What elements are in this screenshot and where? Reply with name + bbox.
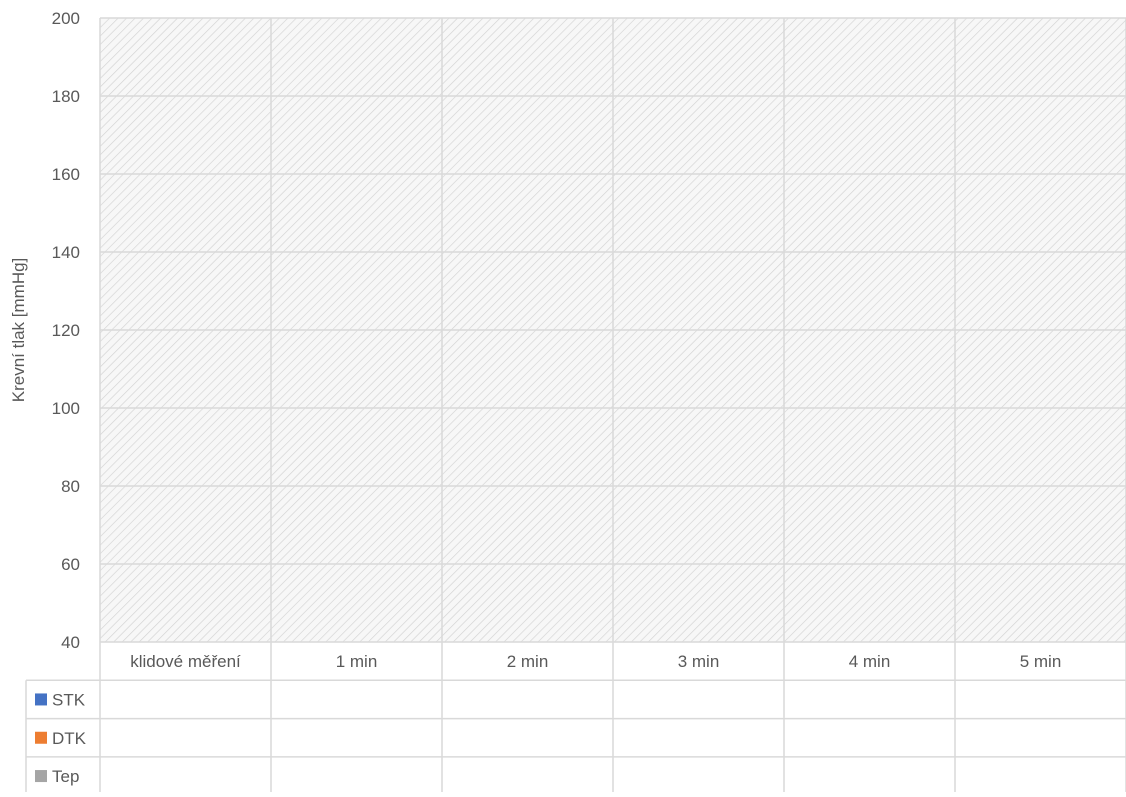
y-tick-label: 100 [52, 399, 80, 418]
y-tick-label: 40 [61, 633, 80, 652]
legend-key [35, 731, 47, 744]
legend-key [35, 693, 47, 706]
y-tick-label: 200 [52, 9, 80, 28]
y-tick-label: 140 [52, 243, 80, 262]
y-axis-ticks: 40 60 80 100 120 140 160 180 200 [52, 9, 80, 652]
y-axis-title: Krevní tlak [mmHg] [9, 258, 28, 403]
series-label: Tep [52, 767, 79, 786]
y-tick-label: 160 [52, 165, 80, 184]
series-label: STK [52, 690, 86, 709]
y-tick-label: 120 [52, 321, 80, 340]
y-tick-label: 180 [52, 87, 80, 106]
category-label: 5 min [1020, 652, 1062, 671]
y-tick-label: 80 [61, 477, 80, 496]
category-label: klidové měření [130, 652, 241, 671]
data-table: klidové měření 1 min 2 min 3 min 4 min 5 min S… [25, 652, 1126, 796]
category-label: 2 min [507, 652, 549, 671]
series-label: DTK [52, 729, 87, 748]
category-label: 3 min [678, 652, 720, 671]
category-label: 4 min [849, 652, 891, 671]
gridlines [99, 17, 1126, 796]
legend-key [35, 770, 47, 783]
y-tick-label: 60 [61, 555, 80, 574]
category-label: 1 min [336, 652, 378, 671]
